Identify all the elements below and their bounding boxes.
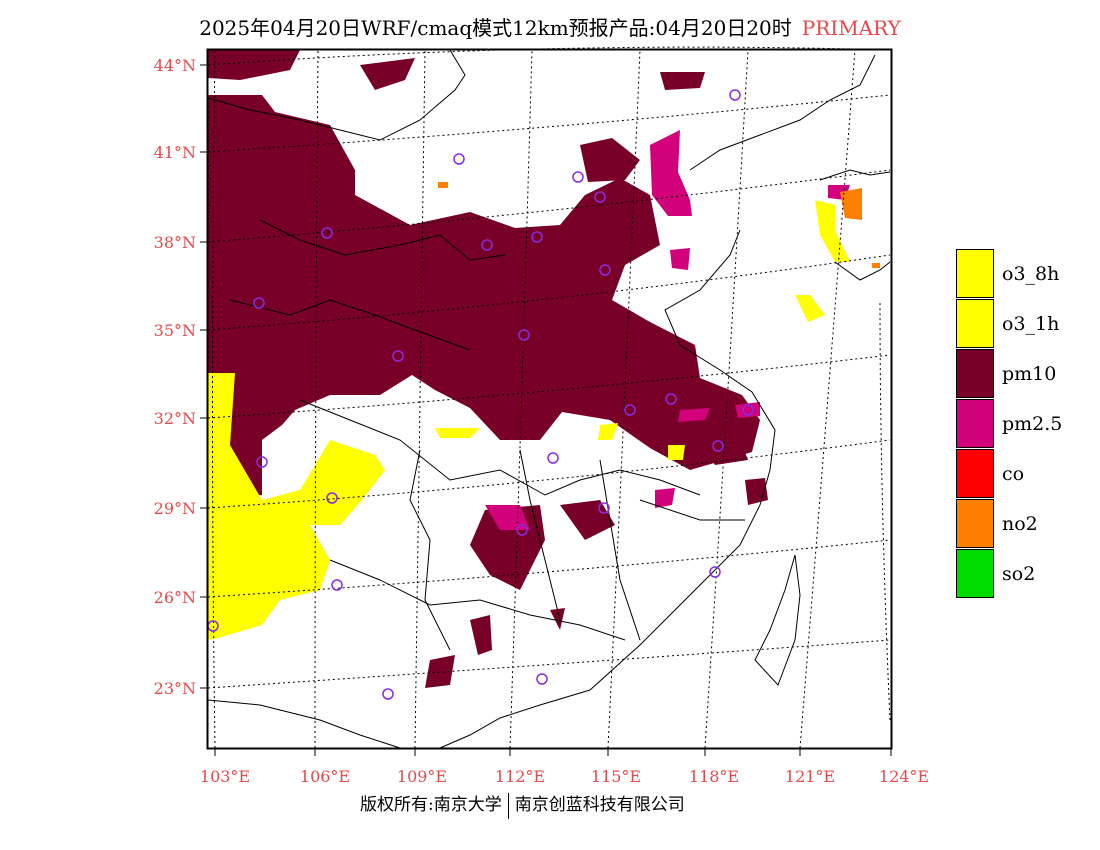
pm25-regions	[485, 130, 850, 530]
legend-item-pm25: pm2.5	[956, 399, 1100, 449]
legend-item-co: co	[956, 449, 1100, 499]
legend-label: o3_8h	[1002, 263, 1060, 285]
o3-regions	[208, 200, 850, 640]
legend-swatch	[956, 549, 994, 598]
station-marker	[518, 329, 530, 341]
lat-labels: 44°N 41°N 38°N 35°N 32°N 29°N 26°N 23°N	[154, 56, 196, 698]
station-marker	[256, 456, 268, 468]
lon-label: 121°E	[785, 767, 835, 786]
lat-label: 29°N	[154, 499, 196, 518]
lon-label: 124°E	[879, 767, 929, 786]
lat-label: 32°N	[154, 409, 196, 428]
lat-label: 23°N	[154, 679, 196, 698]
station-marker	[321, 227, 333, 239]
legend-item-so2: so2	[956, 549, 1100, 599]
station-marker	[531, 231, 543, 243]
lon-label: 106°E	[300, 767, 350, 786]
station-marker	[331, 579, 343, 591]
station-marker	[712, 440, 724, 452]
map-frame	[206, 48, 893, 750]
station-marker	[326, 492, 338, 504]
legend-label: so2	[1002, 563, 1036, 585]
pm10-regions	[208, 50, 768, 688]
station-marker	[594, 191, 606, 203]
lon-label: 115°E	[591, 767, 641, 786]
lat-label: 35°N	[154, 321, 196, 340]
station-marker	[572, 171, 584, 183]
station-marker	[547, 452, 559, 464]
station-marker	[382, 688, 394, 700]
title-tag: PRIMARY	[801, 16, 901, 40]
lat-label: 26°N	[154, 588, 196, 607]
lon-label: 103°E	[200, 767, 250, 786]
borders	[207, 49, 891, 749]
legend-item-pm10: pm10	[956, 349, 1100, 399]
station-marker	[598, 502, 610, 514]
legend-swatch	[956, 249, 994, 298]
lon-label: 109°E	[397, 767, 447, 786]
station-markers	[207, 89, 754, 700]
legend-swatch	[956, 299, 994, 348]
legend-label: pm10	[1002, 363, 1057, 385]
lon-axis	[214, 748, 892, 756]
lon-label: 118°E	[689, 767, 739, 786]
copyright-right: 南京创蓝科技有限公司	[514, 795, 685, 815]
legend: o3_8h o3_1h pm10 pm2.5 co no2 so2	[956, 249, 1100, 599]
station-marker	[709, 566, 721, 578]
no2-regions	[438, 182, 880, 268]
legend-swatch	[956, 499, 994, 548]
station-marker	[253, 297, 265, 309]
station-marker	[729, 89, 741, 101]
title-text: 2025年04月20日WRF/cmaq模式12km预报产品:04月20日20时	[199, 16, 792, 40]
legend-swatch	[956, 449, 994, 498]
lon-label: 112°E	[495, 767, 545, 786]
lat-label: 44°N	[154, 56, 196, 75]
station-marker	[481, 239, 493, 251]
lat-axis	[200, 64, 208, 689]
station-marker	[516, 524, 528, 536]
map-title: 2025年04月20日WRF/cmaq模式12km预报产品:04月20日20时 P…	[0, 12, 1100, 41]
lat-label: 41°N	[154, 143, 196, 162]
legend-swatch	[956, 399, 994, 448]
lat-label: 38°N	[154, 233, 196, 252]
footer-divider	[507, 792, 509, 819]
station-marker	[624, 404, 636, 416]
station-marker	[742, 404, 754, 416]
lon-labels: 103°E 106°E 109°E 112°E 115°E 118°E 121°…	[200, 767, 929, 786]
legend-item-o3-1h: o3_1h	[956, 299, 1100, 349]
legend-label: o3_1h	[1002, 313, 1060, 335]
station-marker	[599, 264, 611, 276]
legend-label: no2	[1002, 513, 1038, 535]
copyright-left: 版权所有:南京大学	[360, 795, 502, 815]
station-marker	[392, 350, 404, 362]
legend-item-no2: no2	[956, 499, 1100, 549]
legend-label: pm2.5	[1002, 413, 1063, 435]
legend-item-o3-8h: o3_8h	[956, 249, 1100, 299]
station-marker	[536, 673, 548, 685]
legend-label: co	[1002, 463, 1025, 485]
legend-swatch	[956, 349, 994, 398]
station-marker	[665, 393, 677, 405]
station-marker	[453, 153, 465, 165]
copyright-footer: 版权所有:南京大学 南京创蓝科技有限公司	[360, 790, 685, 819]
